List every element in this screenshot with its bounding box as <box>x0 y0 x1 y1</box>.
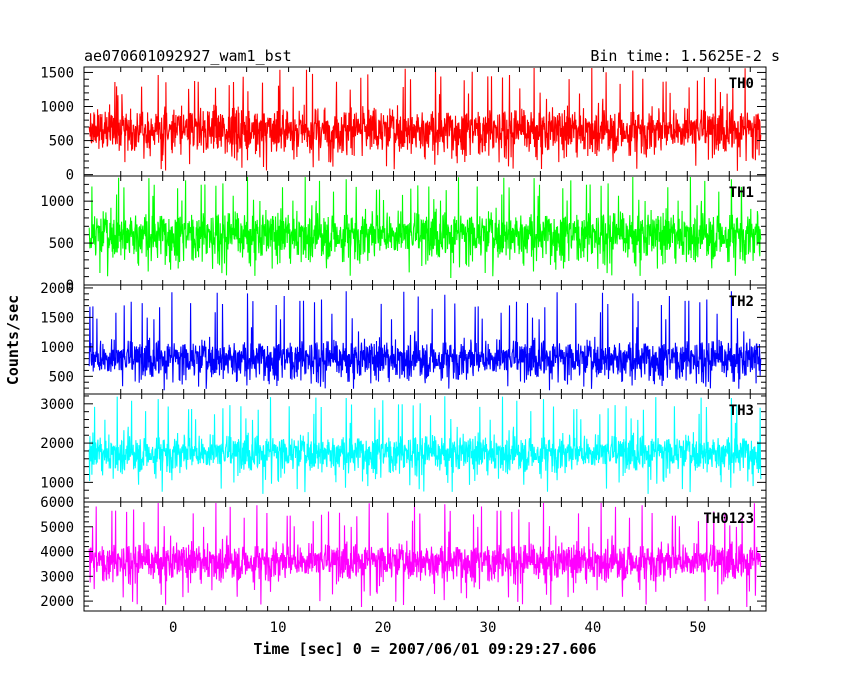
y-tick-label-th0123: 5000 <box>40 520 74 536</box>
series-line-th1 <box>88 176 762 279</box>
y-axis-label: Counts/sec <box>4 295 22 385</box>
x-axis: 0 10 20 30 40 50 <box>169 620 706 636</box>
panel-label-th0123: TH0123 <box>703 511 754 527</box>
panel-label-th2: TH2 <box>729 294 754 310</box>
series-line-th2 <box>88 291 762 391</box>
x-axis-label: Time [sec] 0 = 2007/06/01 09:29:27.606 <box>253 640 596 658</box>
y-tick-label-th3: 1000 <box>40 475 74 491</box>
y-tick-label-th3: 3000 <box>40 397 74 413</box>
panel-th3: 1000 2000 3000 TH3 <box>40 393 767 503</box>
panel-th1: 0 500 1000 TH1 <box>40 175 767 294</box>
series-line-th3 <box>88 396 762 494</box>
x-tick-label: 10 <box>270 620 287 636</box>
y-tick-label-th0123: 4000 <box>40 545 74 561</box>
x-tick-label: 20 <box>375 620 392 636</box>
y-tick-label-th0: 0 <box>66 168 74 184</box>
y-tick-label-th2: 500 <box>49 369 74 385</box>
y-tick-label-th1: 500 <box>49 236 74 252</box>
series-line-th0123 <box>88 502 762 608</box>
x-tick-label: 40 <box>584 620 601 636</box>
panel-th0: 0 500 1000 1500 TH0 <box>40 65 767 184</box>
bin-time-label: Bin time: 1.5625E-2 s <box>590 47 780 65</box>
y-tick-label-th0123: 6000 <box>40 495 74 511</box>
y-tick-label-th2: 1000 <box>40 340 74 356</box>
panel-label-th1: TH1 <box>729 185 754 201</box>
panel-th2: 500 1000 1500 2000 TH2 <box>40 281 767 395</box>
panels-group: 0 500 1000 1500 TH0 0 500 1000 TH1 500 1000 1500 200… <box>40 65 767 612</box>
y-tick-label-th0: 1500 <box>40 65 74 81</box>
figure-title: ae070601092927_wam1_bst <box>84 47 292 65</box>
series-line-th0 <box>88 67 762 171</box>
y-tick-label-th2: 2000 <box>40 281 74 297</box>
y-tick-label-th0: 500 <box>49 134 74 150</box>
x-tick-label: 50 <box>689 620 706 636</box>
y-tick-label-th1: 0 <box>66 278 74 294</box>
y-tick-label-th1: 1000 <box>40 194 74 210</box>
x-tick-label: 30 <box>480 620 497 636</box>
y-tick-label-th0123: 3000 <box>40 569 74 585</box>
panel-th0123: 2000 3000 4000 5000 6000 TH0123 <box>40 495 767 612</box>
panel-label-th0: TH0 <box>729 76 754 92</box>
panel-label-th3: TH3 <box>729 403 754 419</box>
y-tick-label-th3: 2000 <box>40 436 74 452</box>
y-tick-label-th0123: 2000 <box>40 594 74 610</box>
y-tick-label-th2: 1500 <box>40 310 74 326</box>
y-tick-label-th0: 1000 <box>40 100 74 116</box>
x-tick-label: 0 <box>169 620 177 636</box>
